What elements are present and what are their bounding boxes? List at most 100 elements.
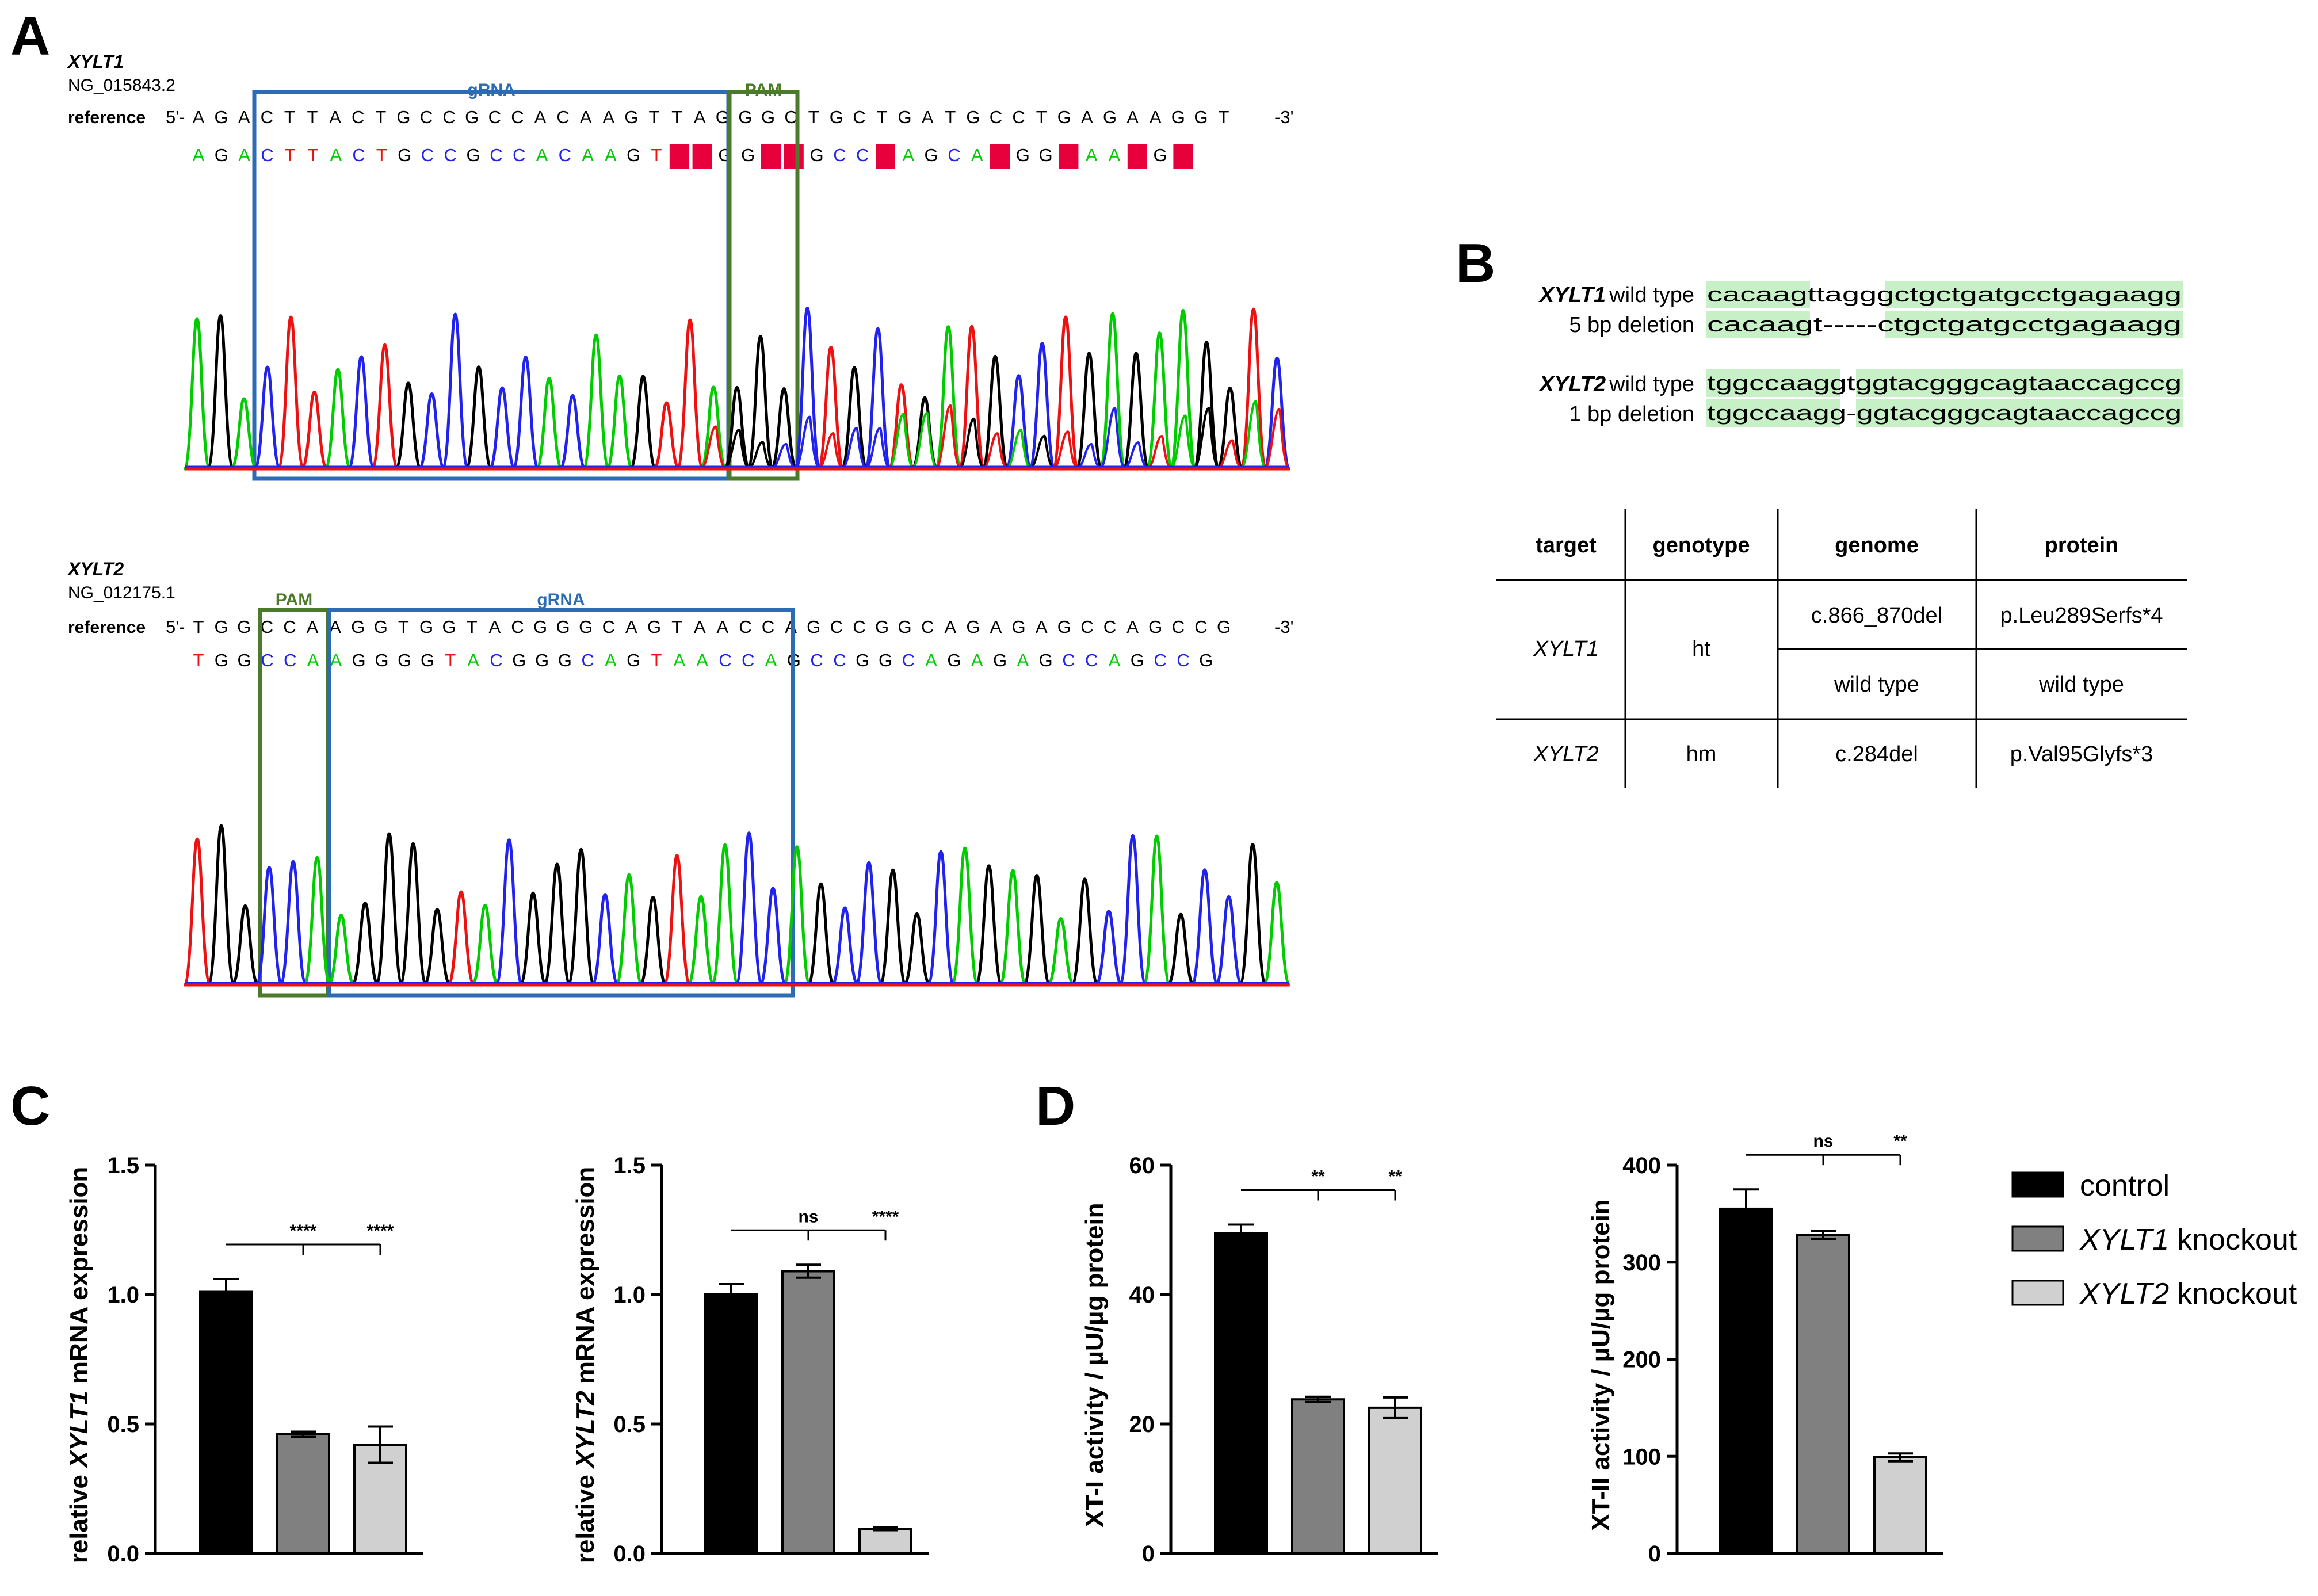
chart-3-ytick-label-0: 0: [1648, 1541, 1661, 1567]
call-xylt1-base-17: A: [582, 145, 594, 165]
legend-label-xylt2-knockout: XYLT2 knockout: [2079, 1277, 2297, 1311]
trace2-peak-26: [806, 882, 836, 987]
chart-0: 0.0 0.5 1.0 1.5 relative XYLT1 mRNA expressi…: [65, 1153, 423, 1567]
align-seq-xylt1-del: cacaagt-----ctgctgatgcctgagaagg: [1707, 312, 2182, 336]
trace1-peak-46: [1262, 356, 1292, 471]
ref-xylt1-base-35: C: [990, 107, 1002, 127]
ref-xylt2-base-36: G: [1012, 617, 1026, 637]
ref-xylt1-base-0: A: [193, 107, 205, 127]
ref-xylt2-base-1: G: [215, 617, 228, 637]
ref-xylt2-base-40: C: [1103, 617, 1116, 637]
trace2-peak-24: [758, 887, 788, 987]
ref-xylt2-base-17: G: [579, 617, 593, 637]
legend-gene-xylt1: XYLT1: [2079, 1223, 2169, 1257]
call-xylt1-mismatch-21: [669, 144, 689, 169]
chart-1-ylabel-gene: XYLT2: [571, 1391, 599, 1469]
ref-xylt2-base-14: C: [511, 617, 524, 637]
trace2-peak-43: [1214, 895, 1244, 987]
trace1-secondary-peak-33: [958, 417, 986, 470]
ref-xylt2-base-11: G: [442, 617, 456, 637]
ref-suffix-xylt1: -3': [1274, 107, 1293, 127]
align-label-xylt1-del: 5 bp deletion: [1569, 313, 1694, 337]
ref-xylt2-base-13: A: [488, 617, 501, 637]
call-xylt1-base-4: T: [285, 145, 296, 165]
ref-xylt2-base-45: G: [1217, 617, 1231, 637]
ref-xylt2-base-39: C: [1080, 617, 1093, 637]
trace2-peak-8: [375, 832, 404, 987]
trace1-secondary-peak-30: [888, 413, 915, 470]
highlight-xylt1-del-left: [1706, 311, 1810, 338]
ref-xylt1-base-12: G: [465, 107, 479, 127]
call-xylt1-base-20: T: [651, 145, 662, 165]
align-gene-xylt1: XYLT1: [1538, 283, 1606, 307]
call-xylt1-mismatch-38: [1059, 144, 1079, 169]
call-xylt1-base-40: A: [1109, 145, 1121, 165]
ref-xylt1-base-6: A: [329, 107, 341, 127]
table-header-target: target: [1536, 533, 1597, 558]
call-xylt2-base-42: C: [1154, 650, 1166, 670]
call-xylt1-base-7: C: [352, 145, 365, 165]
ref-xylt1-base-21: T: [671, 107, 682, 127]
highlight-xylt1-wt-right: [1885, 281, 2183, 308]
legend-text-xylt2: knockout: [2177, 1277, 2297, 1311]
call-xylt1-mismatch-41: [1127, 144, 1147, 169]
pam-box-xylt1: [727, 90, 800, 481]
trace1-peak-16: [559, 394, 587, 471]
trace2-peak-6: [327, 914, 356, 987]
call-xylt1-mismatch-35: [990, 144, 1010, 169]
call-xylt2-base-29: G: [856, 650, 869, 670]
ref-xylt2-base-25: C: [762, 617, 774, 637]
call-xylt2-base-21: A: [673, 650, 685, 670]
ref-xylt1-base-18: A: [602, 107, 614, 127]
ref-xylt1-base-26: C: [784, 107, 797, 127]
call-xylt1-base-1: G: [215, 145, 228, 165]
table-cell-protein-xylt2: p.Val95Glyfs*3: [2010, 742, 2153, 766]
call-xylt1-base-37: G: [1039, 145, 1053, 165]
table-cell-genome-xylt1-a2: wild type: [1834, 673, 1919, 697]
table-header-genotype: genotype: [1653, 533, 1750, 558]
legend-gene-xylt2: XYLT2: [2079, 1277, 2169, 1311]
trace1-peak-23: [723, 385, 751, 471]
trace2-peak-35: [1022, 874, 1052, 987]
ref-xylt2-base-2: G: [237, 617, 251, 637]
ref-xylt1-base-19: G: [624, 107, 638, 127]
chart-1: 0.0 0.5 1.0 1.5 relative XYLT2 mRNA expressi…: [571, 1153, 929, 1567]
chart-0-ytick-label-1: 0.5: [107, 1412, 139, 1437]
trace1-secondary-peak-24: [747, 441, 774, 470]
call-xylt2-base-2: G: [238, 650, 251, 670]
trace1-peak-37: [1051, 315, 1080, 471]
ref-xylt1-base-5: T: [307, 107, 318, 127]
call-xylt2-base-37: G: [1039, 650, 1053, 670]
trace1-peak-39: [1098, 312, 1127, 471]
call-xylt2-base-20: T: [651, 650, 662, 670]
trace2-peak-16: [566, 847, 596, 987]
align-seq-xylt2-wt: tggccaaggtggtacgggcagtaaccagccg: [1707, 371, 2182, 395]
panel-label-b: B: [1456, 232, 1495, 294]
trace1-secondary-peak-37: [1052, 430, 1079, 470]
call-xylt2-base-14: G: [512, 650, 526, 670]
trace1-secondary-peak-44: [1216, 439, 1244, 470]
trace2-peak-44: [1238, 843, 1267, 987]
trace2-peak-12: [470, 904, 500, 987]
trace2-peak-18: [614, 873, 644, 987]
trace1-secondary-peak-45: [1240, 400, 1267, 470]
trace1-peak-27: [816, 346, 846, 471]
ref-xylt1-base-7: C: [352, 107, 364, 127]
ref-xylt1-base-13: C: [488, 107, 501, 127]
panel-label-a: A: [10, 5, 50, 67]
ref-xylt2-base-44: C: [1194, 617, 1207, 637]
call-xylt2-base-15: G: [535, 650, 549, 670]
chart-0-sig-label-1: ****: [367, 1221, 394, 1240]
ref-xylt1-base-8: T: [375, 107, 386, 127]
trace2-peak-40: [1142, 834, 1172, 987]
trace1-peak-14: [511, 356, 540, 471]
trace1-secondary-peak-23: [723, 428, 751, 470]
chart-1-ytick-label-3: 1.5: [613, 1153, 646, 1178]
call-xylt2-base-3: C: [261, 650, 273, 670]
ref-xylt2-base-12: T: [467, 617, 478, 637]
call-xylt2-base-1: G: [215, 650, 228, 670]
trace2-peak-17: [590, 893, 620, 987]
call-xylt2-base-16: G: [558, 650, 572, 670]
legend-swatch-xylt2-knockout: [2011, 1280, 2064, 1306]
